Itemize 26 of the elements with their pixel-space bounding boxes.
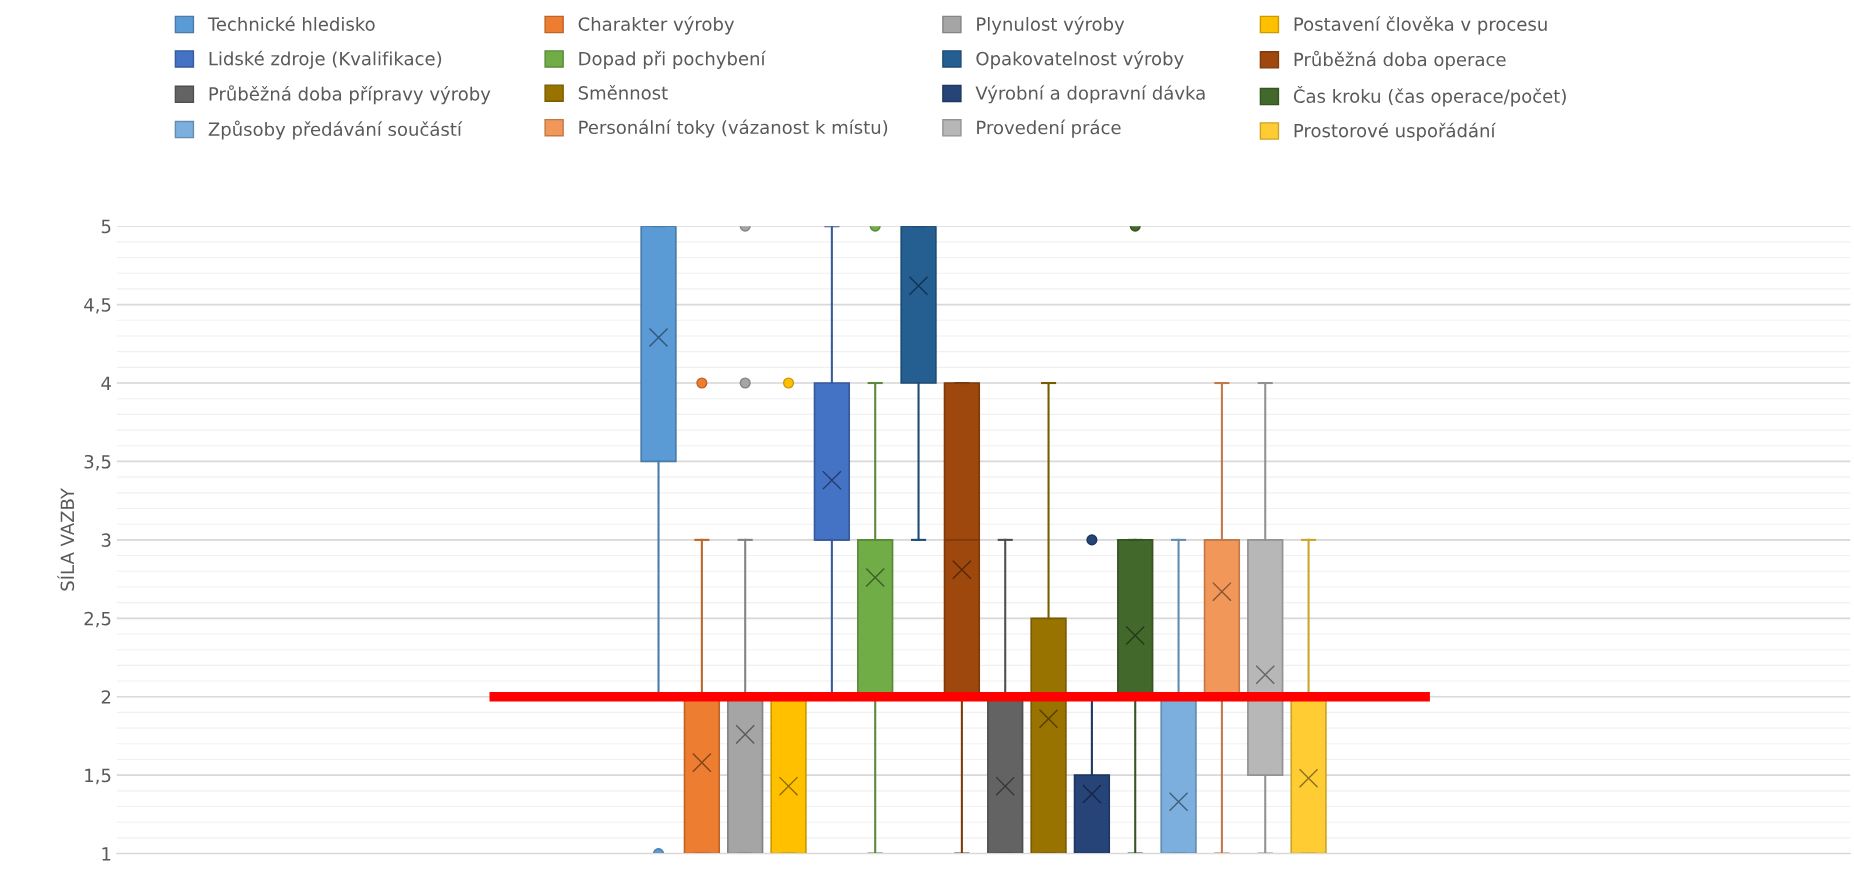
- legend-label: Postavení člověka v procesu: [1294, 16, 1547, 35]
- y-tick-label: 5: [101, 219, 111, 234]
- legend-label: Průběžná doba přípravy výroby: [209, 85, 491, 105]
- legend-label: Opakovatelnost výroby: [976, 50, 1184, 69]
- y-tick-label: 3: [101, 533, 111, 547]
- legend-label: Lidské zdroje (Kvalifikace): [209, 50, 442, 69]
- y-tick-label: 2,5: [84, 611, 111, 628]
- legend-label: Provedení práce: [977, 119, 1121, 138]
- legend-label: Plynulost výroby: [977, 16, 1125, 35]
- y-tick-label: 2: [101, 690, 111, 704]
- legend-label: Směnnost: [578, 84, 668, 100]
- y-axis-title: SÍLA VAZBY: [57, 488, 75, 591]
- legend-label: Průběžná doba operace: [1294, 50, 1506, 70]
- y-tick-label: 4,5: [84, 298, 111, 314]
- legend-label: Charakter výroby: [578, 16, 735, 35]
- y-tick-label: 4: [101, 376, 111, 390]
- legend-label: Čas kroku (čas operace/počet): [1293, 86, 1566, 107]
- legend-label: Prostorové uspořádání: [1294, 122, 1496, 141]
- y-tick-label: 1: [102, 847, 111, 861]
- legend-label: Výrobní a dopravní dávka: [975, 85, 1205, 104]
- y-tick-label: 3,5: [84, 454, 111, 471]
- y-tick-label: 1,5: [85, 768, 111, 785]
- legend-label: Způsoby předávání součástí: [208, 120, 463, 140]
- legend-label: Technické hledisko: [207, 16, 375, 31]
- legend-label: Personální toky (vázanost k místu): [579, 119, 888, 138]
- legend-label: Dopad při pochybení: [579, 50, 766, 69]
